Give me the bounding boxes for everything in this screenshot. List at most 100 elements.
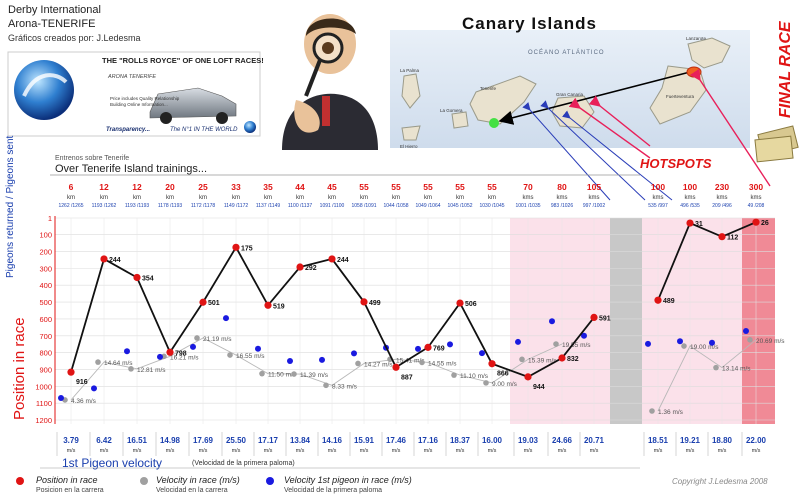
- position-point: [328, 255, 336, 263]
- distance-unit: km: [232, 195, 240, 201]
- velocity-race-label: 16.21 m/s: [170, 354, 199, 361]
- distance-unit: km: [488, 195, 496, 201]
- distance-label: 25: [198, 182, 208, 192]
- first-velocity-unit: m/s: [752, 448, 761, 454]
- y-tick-label: 700: [39, 332, 52, 341]
- ad-brand: ARONA TENERIFE: [107, 74, 156, 80]
- velocity-first-point: [709, 339, 715, 346]
- first-velocity-value: 15.91: [354, 436, 375, 445]
- first-velocity-unit: m/s: [199, 448, 208, 454]
- first-velocity-unit: m/s: [100, 448, 109, 454]
- distance-label: 105: [587, 182, 601, 192]
- series-position: 916 244 354 798 501 175 519 292 244 499 887 769 506 8…: [67, 218, 769, 391]
- island-la-palma: [401, 73, 421, 109]
- first-velocity-value: 13.84: [290, 436, 311, 445]
- first-velocity-value: 20.71: [584, 436, 605, 445]
- detective-illustration: [282, 14, 378, 150]
- distance-unit: kms: [523, 195, 534, 201]
- position-point: [456, 299, 464, 307]
- velocity-first-point: [190, 343, 196, 350]
- velocity-first-point: [319, 356, 325, 363]
- legend-velocity-first-sub: Velocidad de la primera paloma: [284, 487, 382, 494]
- first-velocity-unit: m/s: [524, 448, 533, 454]
- distance-label: 100: [683, 182, 697, 192]
- first-velocity-value: 3.79: [63, 436, 79, 445]
- y-axis-main-title: Position in race: [11, 317, 28, 420]
- position-label: 866: [497, 371, 509, 378]
- pigeons-ratio: 1193 /1262: [92, 203, 117, 209]
- distance-label: 35: [263, 182, 273, 192]
- pigeons-ratio: 1001 /1035: [515, 203, 540, 209]
- map-label-la-palma: La Palma: [400, 68, 420, 73]
- pigeons-ratio: 983 /1026: [551, 203, 573, 209]
- velocity-first-point: [415, 345, 421, 352]
- series-velocity-race: 4.36 m/s 14.64 m/s 12.81 m/s 16.21 m/s 21.19…: [62, 335, 785, 416]
- velocity-first-point: [255, 345, 261, 352]
- distance-unit: km: [296, 195, 304, 201]
- velocity-first-point: [515, 338, 521, 345]
- velocity-race-label: 19.55 m/s: [562, 342, 591, 349]
- pigeons-ratio: 1091 /1100: [320, 203, 345, 209]
- ad-banner: THE "ROLLS ROYCE" OF ONE LOFT RACES! ARO…: [7, 51, 264, 137]
- distance-unit: km: [166, 195, 174, 201]
- position-label: 175: [241, 245, 253, 252]
- velocity-race-label: 20.69 m/s: [756, 338, 785, 345]
- hotspots-label: HOTSPOTS: [640, 156, 712, 171]
- ad-headline: THE "ROLLS ROYCE" OF ONE LOFT RACES!: [102, 56, 264, 65]
- velocity-first-point: [287, 358, 293, 365]
- first-velocity-unit: m/s: [590, 448, 599, 454]
- first-velocity-value: 18.80: [712, 436, 733, 445]
- velocity-race-point: [355, 360, 361, 367]
- first-velocity-unit: m/s: [264, 448, 273, 454]
- velocity-race-label: 1.36 m/s: [658, 409, 684, 416]
- first-velocity-unit: m/s: [133, 448, 142, 454]
- velocity-first-point: [58, 395, 64, 402]
- legend-gray-dot-icon: [140, 477, 148, 485]
- map-label-gran-canaria: Gran Canaria: [556, 92, 584, 97]
- velocity-race-point: [291, 371, 297, 377]
- velocity-race-point: [194, 335, 200, 341]
- distance-label: 55: [487, 182, 497, 192]
- title-line-1: Derby International: [8, 4, 101, 16]
- first-velocity-value: 16.00: [482, 436, 503, 445]
- first-velocity-row: 3.79 m/s 6.42 m/s 16.51 m/s 14.98 m/s 17.69 m/s 25…: [56, 432, 767, 456]
- ad-feature-2: Building Online Information...: [110, 102, 168, 107]
- velocity-race-point: [227, 352, 233, 358]
- pigeons-ratio: 1262 /1265: [58, 203, 83, 209]
- velocity-first-point: [91, 385, 97, 392]
- position-label: 519: [273, 303, 285, 310]
- position-point: [296, 263, 304, 271]
- hotspot-band: [510, 218, 610, 424]
- legend: Position in race Posicion en la carrera …: [16, 475, 412, 494]
- velocity-race-point: [95, 359, 101, 365]
- pigeons-ratio: 1100 /1137: [288, 203, 313, 209]
- credit-text: Gráficos creados por: J.Ledesma: [8, 33, 141, 43]
- position-point: [133, 273, 141, 282]
- legend-position-sub: Posicion en la carrera: [36, 487, 104, 494]
- y-tick-label: 900: [39, 365, 52, 374]
- first-velocity-value: 18.51: [648, 436, 669, 445]
- globe-logo: [14, 60, 74, 120]
- position-label: 769: [433, 345, 445, 352]
- first-velocity-unit: m/s: [67, 448, 76, 454]
- pigeons-ratio: 49 /208: [748, 203, 765, 209]
- canary-islands-map: Canary Islands OCÉANO ATLÁNTICO Lanzarot…: [390, 14, 771, 201]
- position-point: [524, 373, 532, 381]
- first-velocity-value: 17.17: [258, 436, 279, 445]
- position-label: 499: [369, 300, 381, 307]
- position-label: 354: [142, 275, 154, 282]
- velocity-first-point: [447, 341, 453, 348]
- pigeons-ratio: 1044 /1058: [383, 203, 408, 209]
- first-velocity-value: 18.37: [450, 436, 471, 445]
- distance-label: 55: [359, 182, 369, 192]
- distance-label: 12: [132, 182, 142, 192]
- x-axis-subtitle: (Velocidad de la primera paloma): [192, 460, 295, 467]
- distance-unit: km: [360, 195, 368, 201]
- velocity-first-point: [157, 353, 163, 360]
- y-tick-label: 1100: [36, 399, 52, 408]
- first-velocity-unit: m/s: [232, 448, 241, 454]
- position-label: 591: [599, 315, 611, 322]
- map-title: Canary Islands: [462, 14, 597, 33]
- ad-slogan: The N°1 IN THE WORLD: [170, 127, 238, 133]
